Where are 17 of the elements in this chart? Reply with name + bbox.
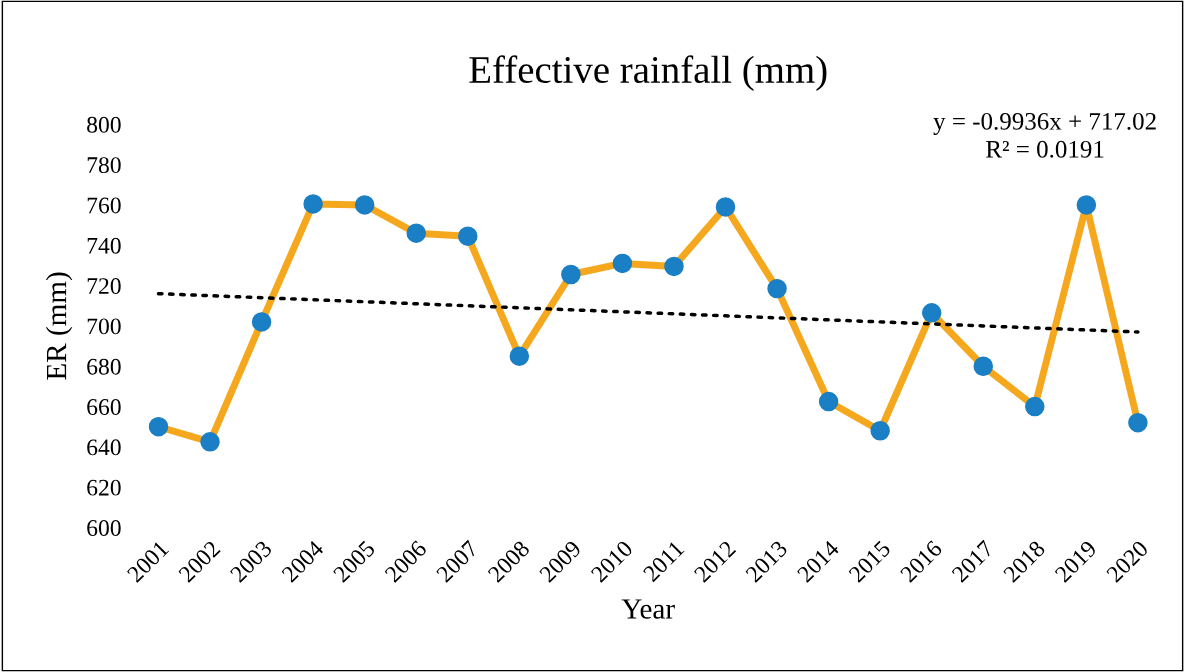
y-tick-label: 640 xyxy=(87,439,121,456)
y-tick-label: 620 xyxy=(87,479,121,496)
chart-title: Effective rainfall (mm) xyxy=(469,55,827,91)
y-tick-label: 800 xyxy=(87,116,121,133)
line-series xyxy=(156,291,1140,334)
y-tick-label: 780 xyxy=(87,157,121,174)
annotation: y = -0.9936x + 717.02 R² = 0.0191 xyxy=(933,112,1156,158)
y-tick-label: 760 xyxy=(87,197,121,214)
y-tick-label: 740 xyxy=(87,237,121,254)
x-tick-label: 2011 xyxy=(642,540,685,583)
y-tick-label: 660 xyxy=(87,399,121,415)
y-axis-title: ER (mm) xyxy=(45,272,73,380)
y-tick-label: 600 xyxy=(87,520,121,536)
y-tick-label: 680 xyxy=(87,358,121,375)
y-tick-label: 700 xyxy=(87,318,121,335)
y-tick-label: 720 xyxy=(87,278,121,295)
x-axis-title: Year xyxy=(621,599,675,619)
